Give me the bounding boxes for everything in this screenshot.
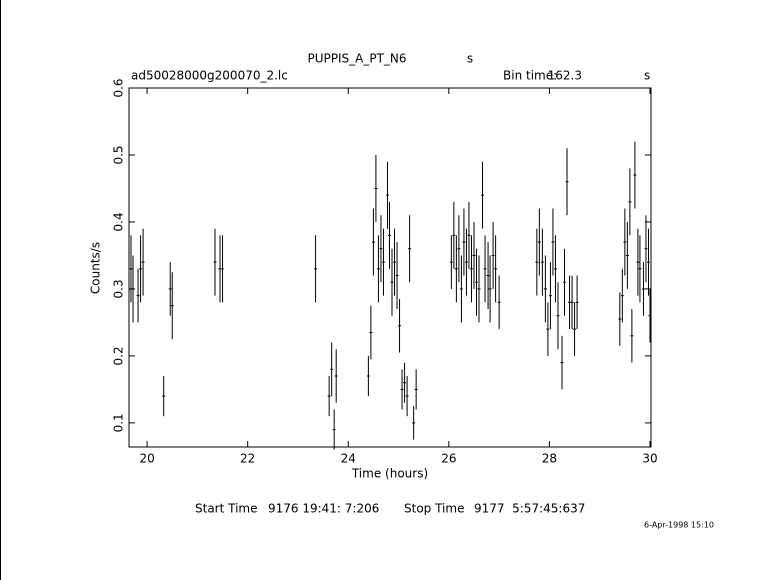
x-tick-label: 20 xyxy=(139,452,154,466)
y-tick-label: 0.4 xyxy=(112,212,126,231)
x-axis-label: Time (hours) xyxy=(351,467,428,481)
y-axis-label: Counts/s xyxy=(89,242,103,294)
x-tick-label: 24 xyxy=(341,452,356,466)
y-tick-label: 0.3 xyxy=(112,279,126,298)
title-unit: s xyxy=(467,52,473,66)
bin-time-unit: s xyxy=(644,69,650,83)
x-tick-label: 28 xyxy=(542,452,557,466)
stop-time: 9177 5:57:45:637 xyxy=(474,502,585,516)
plot-frame xyxy=(128,87,652,448)
start-time: 9176 19:41: 7:206 xyxy=(268,502,379,516)
y-tick-label: 0.2 xyxy=(112,346,126,365)
start-label: Start Time xyxy=(195,502,258,516)
timestamp: 6-Apr-1998 15:10 xyxy=(644,521,714,530)
x-tick-label: 30 xyxy=(642,452,657,466)
file-name: ad50028000g200070_2.lc xyxy=(131,69,288,83)
y-tick-label: 0.6 xyxy=(112,78,126,97)
bin-time: 162.3 xyxy=(548,69,582,83)
stop-label: Stop Time xyxy=(404,502,464,516)
bin-time-label: Bin time: xyxy=(503,69,557,83)
y-tick-label: 0.5 xyxy=(112,145,126,164)
y-tick-label: 0.1 xyxy=(112,413,126,432)
x-tick-label: 22 xyxy=(240,452,255,466)
chart-title: PUPPIS_A_PT_N6 xyxy=(307,52,406,66)
x-tick-label: 26 xyxy=(441,452,456,466)
